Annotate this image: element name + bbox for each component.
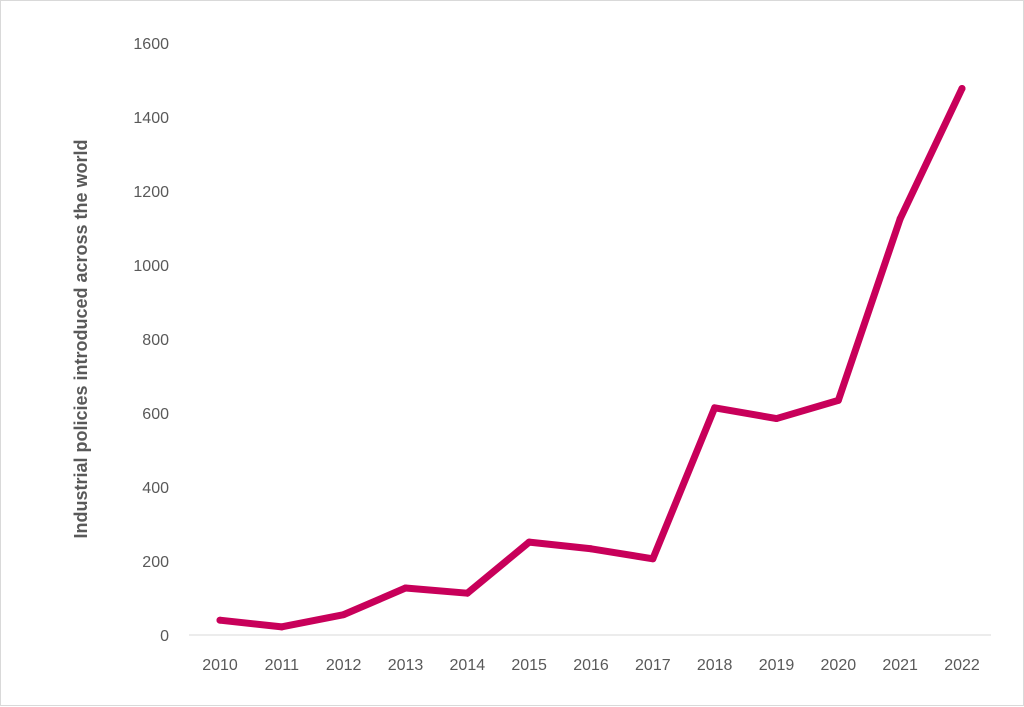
data-point [773,415,780,423]
y-tick-label: 200 [142,554,169,571]
data-point [896,215,904,223]
data-point [525,538,533,546]
data-point [340,611,348,619]
x-tick-label: 2014 [450,657,486,674]
data-point [958,85,966,93]
x-tick-label: 2012 [326,657,362,674]
y-axis-title: Industrial policies introduced across th… [71,139,91,538]
y-tick-label: 800 [142,332,169,349]
x-tick-label: 2020 [821,657,857,674]
y-axis-ticks: 0 200 400 600 800 1000 1200 1400 1600 [133,36,169,645]
x-tick-label: 2018 [697,657,733,674]
data-point [711,404,719,412]
data-point [587,545,595,553]
y-tick-label: 0 [160,628,169,645]
data-point [463,589,471,597]
y-tick-label: 1600 [133,36,169,53]
data-point [402,584,409,592]
y-tick-label: 1000 [133,258,169,275]
x-tick-label: 2019 [759,657,795,674]
x-axis-ticks: 2010 2011 2012 2013 2014 2015 2016 2017 2018 2019… [202,657,980,674]
x-tick-label: 2011 [265,657,300,674]
x-tick-label: 2010 [202,657,238,674]
x-tick-label: 2015 [511,657,547,674]
data-point [216,616,224,624]
x-tick-label: 2013 [388,657,424,674]
x-tick-label: 2022 [944,657,980,674]
x-tick-label: 2021 [882,657,918,674]
data-point [834,396,842,404]
x-tick-label: 2017 [635,657,671,674]
y-tick-label: 400 [142,480,169,497]
y-tick-label: 600 [142,406,169,423]
x-tick-label: 2016 [573,657,609,674]
data-point [278,623,286,631]
data-point [649,555,657,563]
data-points [216,85,966,631]
y-tick-label: 1400 [133,110,169,127]
y-tick-label: 1200 [133,184,169,201]
